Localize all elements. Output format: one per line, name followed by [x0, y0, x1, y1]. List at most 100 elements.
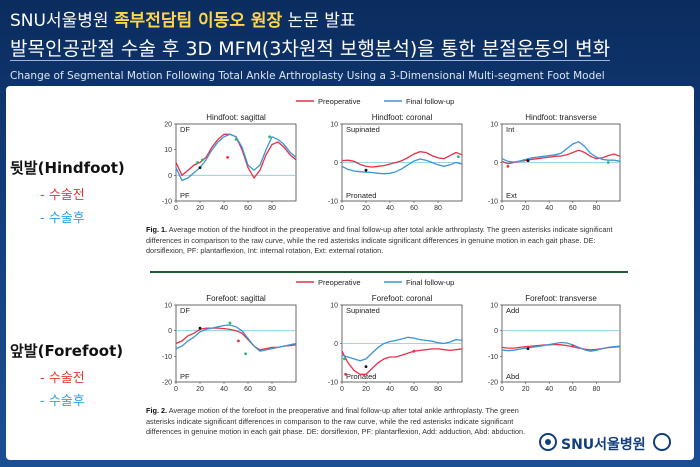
- significance-asterisk: [228, 321, 232, 325]
- logo-text: SNU서울병원: [561, 437, 646, 453]
- legend-final-label: Final follow-up: [406, 97, 454, 106]
- x-tick-label: 80: [268, 205, 276, 212]
- top-direction-label: DF: [180, 306, 190, 315]
- y-tick-label: 10: [330, 303, 338, 310]
- x-tick-label: 20: [196, 386, 204, 393]
- section-divider: [150, 271, 628, 273]
- significance-asterisk: [198, 326, 202, 330]
- significance-asterisk: [343, 357, 346, 361]
- x-tick-label: 0: [500, 205, 504, 212]
- plot-title: Hindfoot: transverse: [525, 113, 597, 122]
- significance-asterisk: [268, 135, 271, 139]
- hindfoot-postop-label: - 수술후: [40, 211, 85, 226]
- x-tick-label: 60: [410, 386, 418, 393]
- top-direction-label: Add: [506, 306, 519, 315]
- forefoot-side-label: 앞발(Forefoot) - 수술전 - 수술후: [10, 340, 123, 409]
- x-tick-label: 80: [593, 205, 601, 212]
- top-direction-label: Supinated: [346, 125, 380, 134]
- y-tick-label: 10: [164, 147, 172, 154]
- significance-asterisk: [364, 168, 368, 172]
- header-announcement: 논문 발표: [282, 11, 356, 31]
- x-tick-label: 80: [434, 386, 442, 393]
- series-preoperative-line: [341, 151, 463, 168]
- header-line-1: SNU서울병원 족부전담팀 이동오 원장 논문 발표: [10, 6, 356, 31]
- y-tick-label: -10: [162, 199, 172, 206]
- y-tick-label: -20: [162, 380, 172, 387]
- plot-title: Forefoot: sagittal: [206, 294, 266, 303]
- hindfoot-title: 뒷발(Hindfoot): [10, 159, 125, 177]
- hospital-logo: SNU서울병원: [535, 428, 675, 458]
- x-tick-label: 40: [220, 205, 228, 212]
- x-tick-label: 60: [569, 205, 577, 212]
- plot-title: Hindfoot: sagittal: [206, 113, 266, 122]
- series-final-followup-line: [501, 140, 621, 163]
- x-tick-label: 0: [340, 386, 344, 393]
- plot-title: Forefoot: transverse: [525, 294, 597, 303]
- hindfoot-side-label: 뒷발(Hindfoot) - 수술전 - 수술후: [10, 157, 125, 226]
- y-tick-label: 0: [494, 328, 498, 335]
- hospital-emblem-icon: [539, 433, 557, 451]
- y-tick-label: -10: [328, 380, 338, 387]
- series-final-followup-line: [341, 158, 463, 175]
- series-preoperative-line: [341, 348, 463, 375]
- x-tick-label: 60: [244, 205, 252, 212]
- x-tick-label: 0: [174, 205, 178, 212]
- significance-asterisk: [506, 164, 510, 168]
- fig2-caption: Fig. 2. Average motion of the forefoot i…: [146, 406, 531, 438]
- significance-asterisk: [571, 344, 575, 348]
- significance-asterisk: [201, 158, 204, 162]
- header-title: 발목인공관절 수술 후 3D MFM(3차원적 보행분석)을 통한 분절운동의 …: [10, 38, 611, 60]
- series-preoperative-line: [175, 133, 297, 180]
- top-direction-label: Int: [506, 125, 515, 134]
- series-final-followup-line: [501, 341, 621, 352]
- x-tick-label: 40: [220, 386, 228, 393]
- plot-frame: [175, 304, 297, 383]
- plot-title: Hindfoot: coronal: [372, 113, 433, 122]
- y-tick-label: -10: [488, 354, 498, 361]
- header-divider: [10, 60, 610, 61]
- y-tick-label: 10: [490, 303, 498, 310]
- x-tick-label: 20: [362, 386, 370, 393]
- x-tick-label: 0: [340, 205, 344, 212]
- x-tick-label: 20: [522, 205, 530, 212]
- y-tick-label: 0: [168, 328, 172, 335]
- figure-panel: [6, 86, 694, 460]
- significance-asterisk: [234, 138, 238, 141]
- significance-asterisk: [196, 161, 200, 164]
- forefoot-postop-label: - 수술후: [40, 394, 85, 409]
- y-tick-label: 10: [164, 303, 172, 310]
- significance-asterisk: [198, 166, 202, 170]
- x-tick-label: 20: [522, 386, 530, 393]
- header-english-title: Change of Segmental Motion Following Tot…: [10, 70, 605, 82]
- y-tick-label: -10: [328, 199, 338, 206]
- header-team-highlight: 족부전담팀 이동오 원장: [113, 11, 283, 31]
- plot-frame: [175, 123, 297, 202]
- top-direction-label: Supinated: [346, 306, 380, 315]
- seal-icon: [653, 433, 671, 451]
- series-final-followup-line: [341, 336, 463, 362]
- y-tick-label: 20: [164, 122, 172, 129]
- bottom-direction-label: Pronated: [346, 372, 376, 381]
- series-final-followup-line: [175, 324, 297, 352]
- y-tick-label: 0: [494, 160, 498, 167]
- x-tick-label: 20: [196, 205, 204, 212]
- series-preoperative-line: [175, 327, 297, 351]
- y-tick-label: 0: [334, 341, 338, 348]
- significance-asterisk: [226, 155, 230, 159]
- bottom-direction-label: Pronated: [346, 191, 376, 200]
- forefoot-title: 앞발(Forefoot): [10, 342, 124, 360]
- fig1-text: Average motion of the hindfoot in the pr…: [146, 225, 613, 255]
- fig1-label: Fig. 1.: [146, 225, 168, 234]
- significance-asterisk: [526, 347, 530, 351]
- x-tick-label: 0: [174, 386, 178, 393]
- x-tick-label: 80: [434, 205, 442, 212]
- x-tick-label: 80: [268, 386, 276, 393]
- y-tick-label: -10: [488, 199, 498, 206]
- x-tick-label: 40: [386, 205, 394, 212]
- y-tick-label: -20: [488, 380, 498, 387]
- plot-title: Forefoot: coronal: [372, 294, 433, 303]
- y-tick-label: 0: [168, 173, 172, 180]
- x-tick-label: 60: [569, 386, 577, 393]
- series-preoperative-line: [501, 149, 621, 165]
- x-tick-label: 0: [500, 386, 504, 393]
